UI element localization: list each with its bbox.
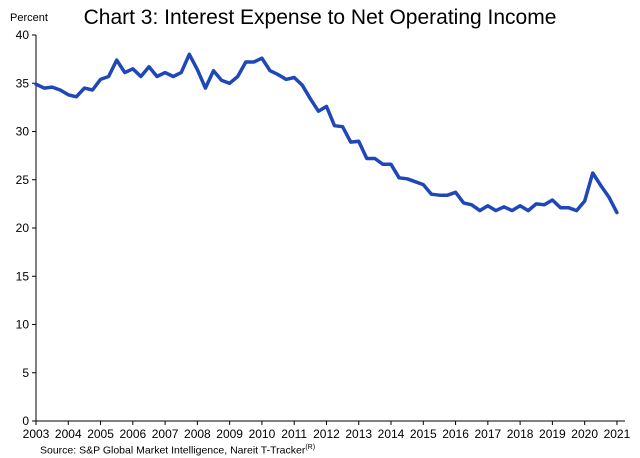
x-tick-label: 2005: [87, 427, 114, 441]
x-tick-label: 2009: [216, 427, 243, 441]
x-tick-label: 2013: [345, 427, 372, 441]
source-note: Source: S&P Global Market Intelligence, …: [40, 444, 315, 457]
y-tick-label: 30: [16, 125, 30, 139]
y-tick-label: 20: [16, 221, 30, 235]
y-tick-label: 0: [22, 414, 29, 428]
x-tick-label: 2003: [23, 427, 50, 441]
series-layer: [34, 52, 619, 215]
x-tick-label: 2014: [378, 427, 405, 441]
axes: [35, 35, 625, 422]
x-tick-label: 2011: [281, 427, 307, 441]
x-tick-label: 2010: [249, 427, 276, 441]
y-tick-label: 5: [22, 366, 29, 380]
source-text: Source: S&P Global Market Intelligence, …: [40, 444, 306, 457]
x-tick-label: 2007: [152, 427, 179, 441]
x-tick-label: 2012: [313, 427, 340, 441]
x-tick-label: 2021: [604, 427, 631, 441]
x-tick-label: 2017: [474, 427, 501, 441]
y-tick-label: 35: [16, 76, 30, 90]
y-tick-label: 40: [16, 28, 30, 42]
x-tick-label: 2018: [507, 427, 534, 441]
y-axis-label: Percent: [10, 12, 48, 24]
y-ticks: 0 5 10 15 20 25 30 35 40: [16, 28, 36, 428]
x-tick-label: 2020: [571, 427, 598, 441]
x-ticks: 2003 2004 2005 2006 2007 2008 2009 2010 2011 2012…: [23, 421, 631, 441]
source-superscript: (R): [305, 444, 316, 451]
series-line: [34, 52, 619, 215]
y-tick-label: 10: [16, 318, 30, 332]
x-tick-label: 2004: [55, 427, 82, 441]
x-tick-label: 2015: [410, 427, 437, 441]
y-tick-label: 25: [16, 173, 30, 187]
chart-title: Chart 3: Interest Expense to Net Operati…: [83, 6, 557, 29]
y-tick-label: 15: [16, 269, 30, 283]
x-tick-label: 2006: [119, 427, 146, 441]
x-tick-label: 2019: [539, 427, 566, 441]
x-tick-label: 2016: [442, 427, 469, 441]
x-tick-label: 2008: [184, 427, 211, 441]
